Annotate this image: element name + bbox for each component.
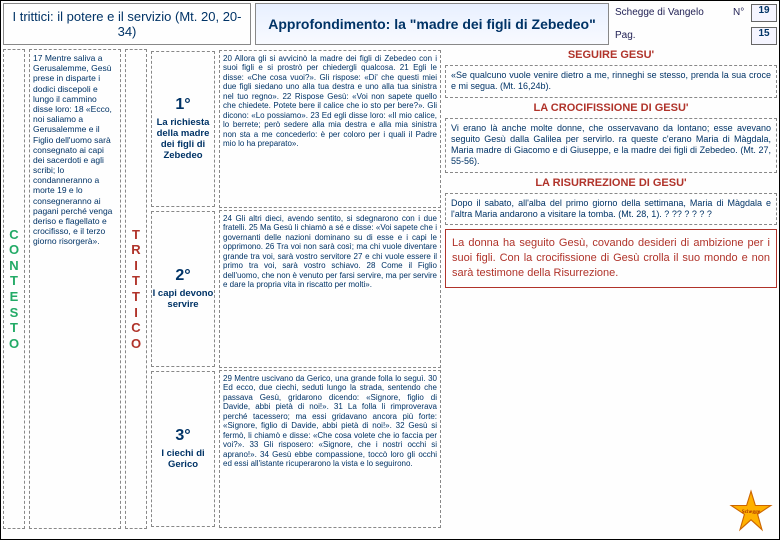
contesto-letter: T: [10, 320, 18, 336]
header-left-title: I trittici: il potere e il servizio (Mt.…: [3, 3, 251, 45]
meta-pag-label: Pag.: [611, 30, 751, 41]
column-contesto-vertical: C O N T E S T O: [3, 49, 25, 529]
right-heading-1: SEGUIRE GESU': [445, 49, 777, 61]
right-final-summary: La donna ha seguito Gesù, covando deside…: [445, 229, 777, 288]
meta-source-label: Schegge di Vangelo: [611, 7, 729, 18]
right-box-3: Dopo il sabato, all'alba del primo giorn…: [445, 193, 777, 226]
trittico-letter: I: [134, 305, 138, 321]
paragraph-1: 20 Allora gli si avvicinò la madre dei f…: [219, 50, 441, 208]
logo-icon: Schegge: [729, 489, 773, 533]
column-section-titles: 1° La richiesta della madre dei figli di…: [149, 49, 217, 529]
top-bar: I trittici: il potere e il servizio (Mt.…: [1, 1, 779, 47]
meta-n-value: 19: [751, 4, 777, 22]
trittico-letter: I: [134, 258, 138, 274]
section-1-number: 1°: [175, 96, 190, 114]
svg-text:Schegge: Schegge: [742, 509, 761, 515]
right-heading-2: LA CROCIFISSIONE DI GESU': [445, 102, 777, 114]
section-box-2: 2° I capi devono servire: [151, 211, 215, 367]
contesto-letter: N: [9, 258, 18, 274]
paragraph-2: 24 Gli altri dieci, avendo sentito, si s…: [219, 210, 441, 368]
trittico-letter: T: [132, 273, 140, 289]
meta-pag-value: 15: [751, 27, 777, 45]
section-2-number: 2°: [175, 267, 190, 285]
main-content: C O N T E S T O 17 Mentre saliva a Gerus…: [1, 47, 779, 531]
contesto-letter: S: [10, 305, 19, 321]
header-center-title: Approfondimento: la "madre dei figli di …: [255, 3, 609, 45]
contesto-letter: C: [9, 227, 18, 243]
trittico-letter: R: [131, 242, 140, 258]
section-box-3: 3° I ciechi di Gerico: [151, 371, 215, 527]
trittico-letter: T: [132, 289, 140, 305]
column-right: SEGUIRE GESU' «Se qualcuno vuole venire …: [445, 49, 777, 529]
right-box-1: «Se qualcuno vuole venire dietro a me, r…: [445, 65, 777, 98]
contesto-letter: T: [10, 273, 18, 289]
section-1-title: La richiesta della madre dei figli di Ze…: [152, 118, 214, 162]
meta-n-label: N°: [729, 7, 751, 18]
section-3-title: I ciechi di Gerico: [152, 449, 214, 471]
column-paragraphs: 20 Allora gli si avvicinò la madre dei f…: [219, 49, 441, 529]
trittico-letter: C: [131, 320, 140, 336]
section-3-number: 3°: [175, 427, 190, 445]
contesto-letter: E: [10, 289, 19, 305]
trittico-letter: T: [132, 227, 140, 243]
column-trittico-vertical: T R I T T I C O: [125, 49, 147, 529]
header-right-meta: Schegge di Vangelo N° 19 Pag. 15: [611, 1, 779, 47]
section-box-1: 1° La richiesta della madre dei figli di…: [151, 51, 215, 207]
column-narrative: 17 Mentre saliva a Gerusalemme, Gesù pre…: [29, 49, 121, 529]
contesto-letter: O: [9, 336, 19, 352]
right-heading-3: LA RISURREZIONE DI GESU': [445, 177, 777, 189]
section-2-title: I capi devono servire: [152, 289, 214, 311]
paragraph-3: 29 Mentre uscivano da Gerico, una grande…: [219, 370, 441, 528]
right-box-2: Vi erano là anche molte donne, che osser…: [445, 118, 777, 173]
trittico-letter: O: [131, 336, 141, 352]
contesto-letter: O: [9, 242, 19, 258]
